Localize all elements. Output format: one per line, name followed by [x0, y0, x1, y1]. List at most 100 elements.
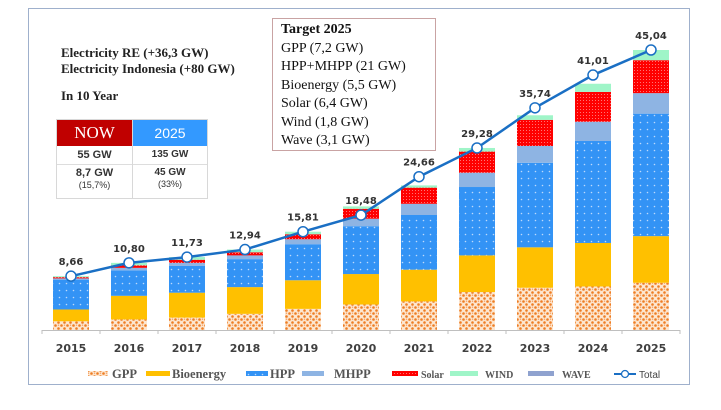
bar-stack-2025 — [633, 50, 669, 330]
bar-stack-2015 — [53, 276, 89, 330]
legend-label-bioenergy: Bioenergy — [172, 367, 227, 381]
bar-bioenergy-2017 — [169, 292, 205, 318]
bar-mhpp-2016 — [111, 267, 147, 271]
total-data-label-2022: 29,28 — [461, 129, 493, 140]
bar-hpp-2022 — [459, 187, 495, 256]
target-2025-box: Target 2025 GPP (7,2 GW) HPP+MHPP (21 GW… — [272, 18, 436, 151]
bar-stack-2023 — [517, 115, 553, 330]
total-marker-2022 — [471, 142, 483, 154]
bar-hpp-2023 — [517, 162, 553, 248]
bar-bioenergy-2019 — [285, 280, 321, 309]
total-marker-2025 — [645, 44, 657, 56]
total-marker-2024 — [587, 69, 599, 81]
bar-hpp-2020 — [343, 226, 379, 275]
total-data-label-2017: 11,73 — [171, 238, 203, 249]
legend-label-mhpp: MHPP — [334, 367, 371, 381]
bar-mhpp-2022 — [459, 172, 495, 188]
total-data-label-2019: 15,81 — [287, 213, 319, 224]
bar-wind-2023 — [517, 115, 553, 120]
comparison-2025-re-share: (33%) — [157, 179, 182, 189]
bar-solar-2025 — [633, 60, 669, 94]
bar-stack-2018 — [227, 249, 263, 330]
bar-hpp-2016 — [111, 270, 147, 296]
bar-bioenergy-2025 — [633, 236, 669, 283]
bar-mhpp-2024 — [575, 121, 611, 142]
legend-item-hpp: HPP — [246, 367, 295, 381]
comparison-now-card: NOW 55 GW 8,7 GW (15,7%) — [56, 119, 133, 199]
legend-item-wave: WAVE — [528, 370, 591, 381]
comparison-2025-re: 45 GW (33%) — [133, 165, 207, 198]
bar-hpp-2017 — [169, 265, 205, 293]
bar-gpp-2021 — [401, 301, 437, 330]
bar-mhpp-2021 — [401, 203, 437, 215]
target-item-gpp: GPP (7,2 GW) — [281, 40, 364, 56]
bar-hpp-2025 — [633, 113, 669, 237]
legend-item-total: Total — [614, 369, 660, 381]
bar-mhpp-2023 — [517, 145, 553, 163]
total-data-label-2016: 10,80 — [113, 244, 145, 255]
legend-item-wind: WIND — [450, 370, 513, 381]
total-marker-2019 — [297, 225, 309, 238]
legend-swatch-wave — [528, 371, 554, 376]
total-marker-2017 — [181, 251, 193, 263]
bar-hpp-2019 — [285, 244, 321, 281]
bar-gpp-2025 — [633, 282, 669, 330]
legend-label-gpp: GPP — [112, 367, 137, 381]
legend-item-gpp: GPP — [88, 367, 137, 381]
headline-period: In 10 Year — [61, 88, 119, 103]
comparison-now-re: 8,7 GW (15,7%) — [57, 165, 132, 198]
bar-stack-2016 — [111, 262, 147, 330]
bar-bioenergy-2021 — [401, 269, 437, 302]
x-tick-label-2018: 2018 — [230, 342, 261, 355]
bar-bioenergy-2020 — [343, 274, 379, 305]
x-tick-label-2019: 2019 — [288, 342, 319, 355]
legend-label-wind: WIND — [485, 370, 513, 381]
comparison-2025-re-value: 45 GW — [154, 167, 186, 178]
bar-bioenergy-2018 — [227, 287, 263, 314]
comparison-2025-header: 2025 — [133, 120, 207, 146]
bar-mhpp-2018 — [227, 255, 263, 260]
total-marker-2015 — [65, 270, 77, 282]
comparison-2025-total: 135 GW — [133, 146, 207, 165]
legend-item-solar: Solar — [392, 370, 444, 381]
headline-electricity-indonesia: Electricity Indonesia (+80 GW) — [61, 61, 235, 76]
total-marker-2016 — [123, 257, 135, 269]
bar-stack-2021 — [401, 185, 437, 330]
bar-mhpp-2020 — [343, 218, 379, 227]
bar-gpp-2023 — [517, 287, 553, 330]
legend-label-hpp: HPP — [270, 367, 295, 381]
bar-stack-2022 — [459, 147, 495, 330]
total-data-label-2025: 45,04 — [635, 31, 667, 42]
bar-hpp-2015 — [53, 279, 89, 310]
comparison-now-re-value: 8,7 GW — [75, 167, 114, 179]
bar-bioenergy-2023 — [517, 247, 553, 288]
bar-gpp-2019 — [285, 308, 321, 330]
bar-gpp-2015 — [53, 321, 89, 330]
comparison-2025-card: 2025 135 GW 45 GW (33%) — [132, 119, 208, 199]
legend-swatch-solar — [392, 371, 418, 376]
bar-gpp-2016 — [111, 319, 147, 330]
x-tick-label-2022: 2022 — [462, 342, 493, 355]
x-tick-label-2017: 2017 — [172, 342, 203, 355]
total-marker-2018 — [239, 243, 251, 256]
x-tick-label-2024: 2024 — [578, 342, 609, 355]
bar-stack-2024 — [575, 83, 611, 330]
bar-gpp-2018 — [227, 313, 263, 330]
total-data-label-2015: 8,66 — [59, 257, 84, 268]
total-marker-2020 — [355, 209, 367, 221]
bar-gpp-2017 — [169, 317, 205, 330]
legend-label-total: Total — [639, 370, 660, 381]
headline-electricity-re: Electricity RE (+36,3 GW) — [61, 45, 209, 60]
bar-bioenergy-2016 — [111, 295, 147, 320]
total-data-label-2021: 24,66 — [403, 158, 435, 169]
bar-bioenergy-2024 — [575, 242, 611, 287]
target-item-hpp-mhpp: HPP+MHPP (21 GW) — [281, 59, 406, 74]
target-item-bioenergy: Bioenergy (5,5 GW) — [281, 77, 397, 93]
legend-label-wave: WAVE — [562, 370, 591, 381]
bar-wind-2024 — [575, 83, 611, 92]
x-tick-label-2015: 2015 — [56, 342, 87, 355]
bar-solar-2024 — [575, 91, 611, 122]
comparison-now-re-share: (15,7%) — [78, 180, 111, 190]
legend-item-bioenergy: Bioenergy — [146, 367, 227, 381]
